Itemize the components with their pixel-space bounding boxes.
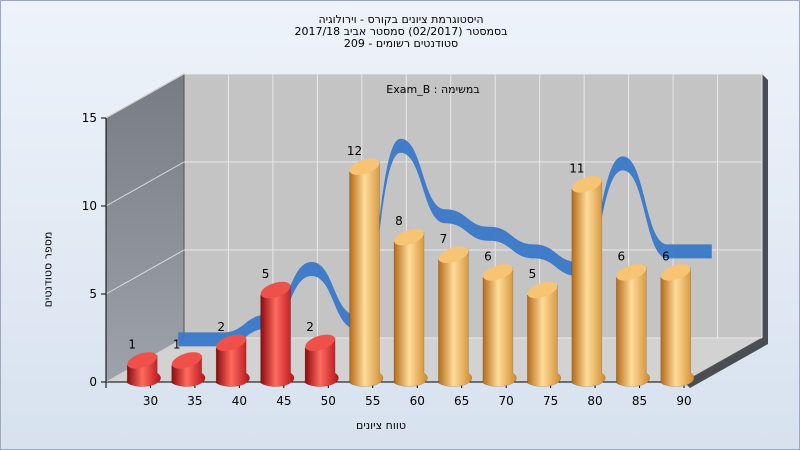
x-tick-label: 75 — [543, 394, 558, 408]
bar-value-label: 1 — [173, 337, 181, 351]
bar-value-label: 6 — [617, 249, 625, 263]
bar-body — [393, 231, 428, 387]
bar-body — [660, 267, 695, 387]
bar-cap — [660, 264, 691, 281]
bar-body — [616, 267, 650, 387]
bar — [126, 352, 161, 387]
y-tick-label: 10 — [82, 199, 97, 213]
x-axis-title: טווח ציונים — [356, 419, 406, 432]
bar — [171, 352, 206, 387]
bar — [616, 264, 650, 387]
bar — [571, 176, 606, 387]
grid-line-side — [105, 161, 185, 207]
x-tick-label: 40 — [232, 394, 247, 408]
bar — [260, 281, 295, 387]
chart-left-wall — [105, 73, 185, 383]
x-tick-label: 65 — [454, 394, 469, 408]
x-tick-label: 45 — [276, 394, 291, 408]
bar — [304, 334, 339, 387]
bar-value-label: 12 — [347, 144, 362, 158]
bar — [215, 334, 250, 387]
bar-value-label: 5 — [262, 267, 270, 281]
x-tick-label: 35 — [187, 394, 202, 408]
bar-cap — [349, 158, 380, 176]
chart-title-line-2: בסמסטר (02/2017) סמסטר אביב 2017/18 — [294, 25, 508, 38]
bar-value-label: 7 — [440, 232, 448, 246]
bar-value-label: 1 — [128, 337, 136, 351]
bar-cap — [571, 176, 602, 193]
bar-body — [349, 161, 384, 387]
bar-cap — [527, 281, 558, 299]
bar-body — [571, 179, 606, 387]
bar-cap — [127, 352, 158, 369]
bar-value-label: 2 — [306, 320, 314, 334]
x-tick-label: 50 — [321, 394, 336, 408]
bar-value-label: 11 — [569, 161, 584, 175]
bar-body — [260, 284, 295, 387]
bar-cap — [171, 352, 202, 369]
bar-cap — [394, 228, 424, 246]
bar-cap — [216, 334, 247, 352]
bar-value-label: 8 — [395, 214, 403, 228]
grid-line-side — [105, 249, 185, 295]
bar-value-label: 2 — [217, 320, 225, 334]
x-tick-label: 60 — [410, 394, 425, 408]
bar — [349, 158, 384, 387]
bar-body — [527, 284, 562, 387]
y-tick-label: 0 — [89, 375, 97, 389]
chart-annotation: Exam_B : במשימה — [386, 83, 479, 96]
bar-value-label: 6 — [484, 249, 492, 263]
bar — [660, 264, 695, 387]
chart-title-line-3: סטודנטים רשומים - 209 — [343, 37, 459, 50]
bar — [438, 246, 473, 387]
bar-cap — [260, 281, 291, 299]
bar-body — [438, 249, 473, 387]
grid-line-side — [105, 73, 185, 119]
bar — [482, 264, 517, 387]
bar-cap — [483, 264, 513, 281]
bar-cap — [305, 334, 335, 352]
y-tick-label: 5 — [89, 287, 97, 301]
x-tick-label: 30 — [143, 394, 158, 408]
y-axis-title: מספר סטודנטים — [41, 231, 55, 308]
x-tick-label: 80 — [587, 394, 602, 408]
bar-cap — [438, 246, 469, 264]
chart-title-line-1: היסטוגרמת ציונים בקורס - וירולוגיה — [318, 13, 484, 26]
x-tick-label: 85 — [632, 394, 647, 408]
bar — [393, 228, 428, 387]
bar — [527, 281, 562, 387]
x-tick-label: 70 — [499, 394, 514, 408]
bar-body — [482, 267, 517, 387]
y-tick-label: 15 — [82, 111, 97, 125]
x-tick-label: 55 — [365, 394, 380, 408]
x-tick-label: 90 — [676, 394, 691, 408]
bar-cap — [616, 264, 647, 281]
bar-value-label: 5 — [529, 267, 537, 281]
bar-value-label: 6 — [662, 249, 670, 263]
